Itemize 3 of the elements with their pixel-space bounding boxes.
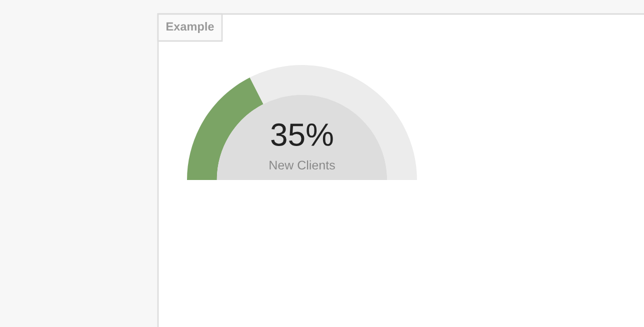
- text: New Clients: [270, 160, 335, 170]
- chart-title: Example: [166, 22, 214, 33]
- text: 35%: [271, 123, 333, 146]
